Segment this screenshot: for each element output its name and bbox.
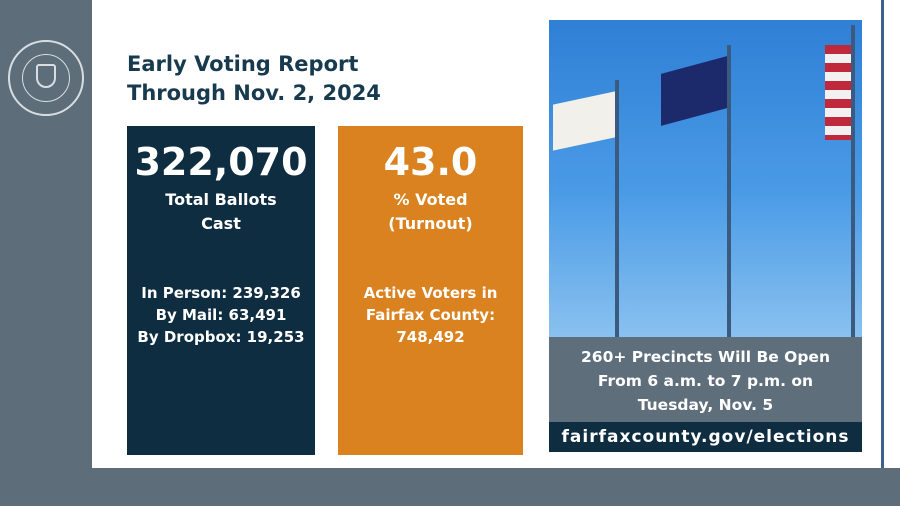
active-voters: Active Voters in Fairfax County: 748,492 xyxy=(363,284,498,346)
turnout-value: 43.0 xyxy=(383,140,478,184)
by-dropbox-count: By Dropbox: 19,253 xyxy=(137,328,305,346)
right-margin xyxy=(884,0,900,468)
by-mail-count: By Mail: 63,491 xyxy=(155,306,287,324)
elections-url-link[interactable]: fairfaxcounty.gov/elections xyxy=(549,422,862,452)
ballot-breakdown: In Person: 239,326 By Mail: 63,491 By Dr… xyxy=(127,282,315,348)
total-ballots-panel: 322,070 Total Ballots Cast In Person: 239… xyxy=(127,126,315,455)
title-line-1: Early Voting Report xyxy=(127,52,359,76)
county-seal-logo xyxy=(8,40,84,116)
page-title: Early Voting Report Through Nov. 2, 2024 xyxy=(127,50,381,108)
total-ballots-label: Total Ballots Cast xyxy=(165,190,277,233)
election-day-caption: 260+ Precincts Will Be Open From 6 a.m. t… xyxy=(549,337,862,422)
flags-photo: 260+ Precincts Will Be Open From 6 a.m. t… xyxy=(549,20,862,452)
turnout-label: % Voted (Turnout) xyxy=(388,190,473,233)
in-person-count: In Person: 239,326 xyxy=(141,284,301,302)
title-line-2: Through Nov. 2, 2024 xyxy=(127,81,381,105)
turnout-panel: 43.0 % Voted (Turnout) Active Voters in Fa… xyxy=(338,126,523,455)
total-ballots-value: 322,070 xyxy=(134,140,308,184)
